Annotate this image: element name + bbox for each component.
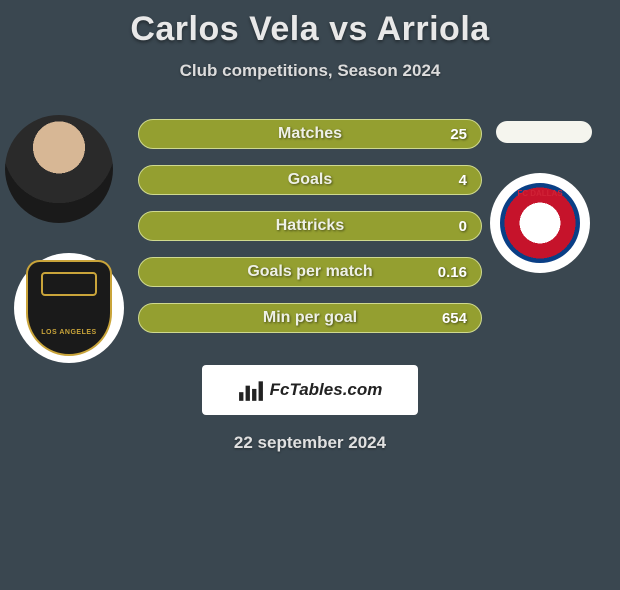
stat-label: Hattricks: [139, 217, 481, 235]
stat-label: Goals per match: [139, 263, 481, 281]
stat-row-min-per-goal: Min per goal 654: [138, 303, 482, 333]
stat-right-value: 0.16: [438, 264, 467, 281]
stat-label: Goals: [139, 171, 481, 189]
comparison-title: Carlos Vela vs Arriola: [0, 10, 620, 49]
stat-right-value: 0: [459, 218, 467, 235]
stats-container: Matches 25 Goals 4 Hattricks 0 Goals per…: [138, 119, 482, 349]
stat-right-value: 25: [450, 126, 467, 143]
stat-right-value: 4: [459, 172, 467, 189]
fc-dallas-badge-icon: FC DALLAS: [500, 183, 580, 263]
stat-row-matches: Matches 25: [138, 119, 482, 149]
player1-club-badge: LOS ANGELES: [14, 253, 124, 363]
stat-label: Matches: [139, 125, 481, 143]
stat-row-goals-per-match: Goals per match 0.16: [138, 257, 482, 287]
bar-chart-icon: [238, 379, 264, 401]
comparison-subtitle: Club competitions, Season 2024: [0, 61, 620, 81]
stat-right-value: 654: [442, 310, 467, 327]
fctables-watermark: FcTables.com: [202, 365, 418, 415]
watermark-text: FcTables.com: [270, 380, 383, 400]
stat-label: Min per goal: [139, 309, 481, 327]
player2-club-text: FC DALLAS: [502, 189, 578, 198]
player2-club-badge: FC DALLAS: [490, 173, 590, 273]
stat-row-hattricks: Hattricks 0: [138, 211, 482, 241]
player1-club-text: LOS ANGELES: [28, 329, 110, 336]
lafc-badge-icon: LOS ANGELES: [26, 260, 112, 356]
comparison-date: 22 september 2024: [0, 433, 620, 453]
player2-avatar: [496, 121, 592, 143]
player1-avatar: [5, 115, 113, 223]
stat-row-goals: Goals 4: [138, 165, 482, 195]
